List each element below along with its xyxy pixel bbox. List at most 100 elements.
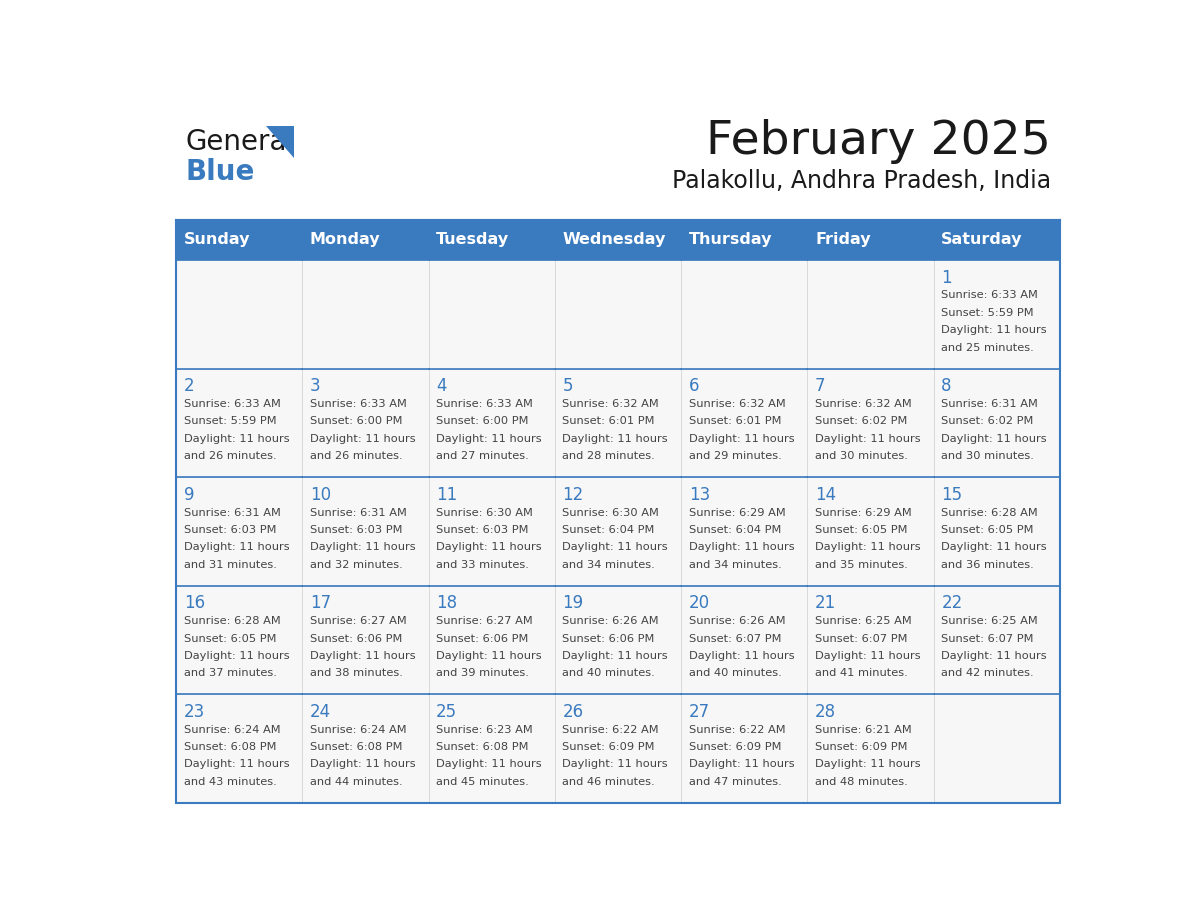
Text: Sunset: 6:06 PM: Sunset: 6:06 PM <box>562 633 655 644</box>
Text: Thursday: Thursday <box>689 232 772 247</box>
Text: Daylight: 11 hours: Daylight: 11 hours <box>310 543 416 553</box>
Text: Daylight: 11 hours: Daylight: 11 hours <box>689 543 795 553</box>
Text: 15: 15 <box>941 486 962 504</box>
Text: Sunset: 6:05 PM: Sunset: 6:05 PM <box>941 525 1034 535</box>
Bar <box>555 477 681 586</box>
Text: Daylight: 11 hours: Daylight: 11 hours <box>310 651 416 661</box>
Text: Sunrise: 6:21 AM: Sunrise: 6:21 AM <box>815 724 911 734</box>
Bar <box>303 586 429 694</box>
Text: Daylight: 11 hours: Daylight: 11 hours <box>184 759 290 769</box>
Bar <box>303 694 429 803</box>
Text: Sunset: 6:01 PM: Sunset: 6:01 PM <box>689 417 782 426</box>
Text: Sunday: Sunday <box>184 232 251 247</box>
Bar <box>934 369 1060 477</box>
Text: 14: 14 <box>815 486 836 504</box>
Bar <box>808 694 934 803</box>
Text: Daylight: 11 hours: Daylight: 11 hours <box>436 433 542 443</box>
Text: Daylight: 11 hours: Daylight: 11 hours <box>562 759 668 769</box>
Text: Sunset: 6:03 PM: Sunset: 6:03 PM <box>310 525 403 535</box>
Text: Wednesday: Wednesday <box>562 232 666 247</box>
Text: and 42 minutes.: and 42 minutes. <box>941 668 1034 678</box>
Text: and 30 minutes.: and 30 minutes. <box>815 451 908 461</box>
Bar <box>681 219 808 260</box>
Bar <box>808 260 934 369</box>
Text: and 47 minutes.: and 47 minutes. <box>689 777 782 787</box>
Bar <box>176 369 303 477</box>
Text: Daylight: 11 hours: Daylight: 11 hours <box>941 651 1047 661</box>
Bar <box>681 477 808 586</box>
Text: Sunrise: 6:32 AM: Sunrise: 6:32 AM <box>562 399 659 409</box>
Text: 20: 20 <box>689 595 710 612</box>
Text: and 43 minutes.: and 43 minutes. <box>184 777 277 787</box>
Text: Sunset: 6:00 PM: Sunset: 6:00 PM <box>310 417 403 426</box>
Polygon shape <box>266 126 293 158</box>
Text: Daylight: 11 hours: Daylight: 11 hours <box>689 433 795 443</box>
Bar <box>429 694 555 803</box>
Text: Sunset: 6:05 PM: Sunset: 6:05 PM <box>815 525 908 535</box>
Text: and 25 minutes.: and 25 minutes. <box>941 342 1034 353</box>
Text: Daylight: 11 hours: Daylight: 11 hours <box>815 543 921 553</box>
Text: Daylight: 11 hours: Daylight: 11 hours <box>815 651 921 661</box>
Text: Sunrise: 6:23 AM: Sunrise: 6:23 AM <box>436 724 533 734</box>
Bar <box>934 260 1060 369</box>
Text: Sunset: 6:03 PM: Sunset: 6:03 PM <box>436 525 529 535</box>
Text: Sunset: 6:08 PM: Sunset: 6:08 PM <box>184 742 276 752</box>
Text: Sunset: 6:03 PM: Sunset: 6:03 PM <box>184 525 276 535</box>
Text: Daylight: 11 hours: Daylight: 11 hours <box>310 433 416 443</box>
Text: Sunset: 6:07 PM: Sunset: 6:07 PM <box>815 633 908 644</box>
Bar <box>429 219 555 260</box>
Text: 26: 26 <box>562 703 583 721</box>
Text: and 45 minutes.: and 45 minutes. <box>436 777 529 787</box>
Text: Sunrise: 6:25 AM: Sunrise: 6:25 AM <box>941 616 1038 626</box>
Text: Sunset: 6:04 PM: Sunset: 6:04 PM <box>562 525 655 535</box>
Bar <box>555 260 681 369</box>
Text: and 44 minutes.: and 44 minutes. <box>310 777 403 787</box>
Text: Daylight: 11 hours: Daylight: 11 hours <box>941 543 1047 553</box>
Text: Sunset: 6:08 PM: Sunset: 6:08 PM <box>310 742 403 752</box>
Bar <box>429 586 555 694</box>
Text: Sunrise: 6:26 AM: Sunrise: 6:26 AM <box>689 616 785 626</box>
Bar <box>303 369 429 477</box>
Text: and 39 minutes.: and 39 minutes. <box>436 668 529 678</box>
Text: 27: 27 <box>689 703 710 721</box>
Text: 7: 7 <box>815 377 826 396</box>
Text: and 32 minutes.: and 32 minutes. <box>310 560 403 570</box>
Text: and 28 minutes.: and 28 minutes. <box>562 451 656 461</box>
Text: and 41 minutes.: and 41 minutes. <box>815 668 908 678</box>
Text: 17: 17 <box>310 595 331 612</box>
Bar <box>176 219 1060 803</box>
Text: and 40 minutes.: and 40 minutes. <box>562 668 656 678</box>
Text: 11: 11 <box>436 486 457 504</box>
Text: Daylight: 11 hours: Daylight: 11 hours <box>310 759 416 769</box>
Text: Sunrise: 6:30 AM: Sunrise: 6:30 AM <box>436 508 533 518</box>
Text: 13: 13 <box>689 486 710 504</box>
Text: 18: 18 <box>436 595 457 612</box>
Text: Sunset: 6:01 PM: Sunset: 6:01 PM <box>562 417 655 426</box>
Bar <box>176 260 303 369</box>
Text: 19: 19 <box>562 595 583 612</box>
Text: Sunrise: 6:33 AM: Sunrise: 6:33 AM <box>184 399 280 409</box>
Text: Sunrise: 6:22 AM: Sunrise: 6:22 AM <box>689 724 785 734</box>
Bar <box>934 694 1060 803</box>
Bar <box>934 219 1060 260</box>
Text: and 31 minutes.: and 31 minutes. <box>184 560 277 570</box>
Text: Daylight: 11 hours: Daylight: 11 hours <box>941 325 1047 335</box>
Text: Daylight: 11 hours: Daylight: 11 hours <box>689 651 795 661</box>
Text: and 35 minutes.: and 35 minutes. <box>815 560 908 570</box>
Text: 28: 28 <box>815 703 836 721</box>
Text: Sunrise: 6:27 AM: Sunrise: 6:27 AM <box>310 616 406 626</box>
Text: Sunrise: 6:26 AM: Sunrise: 6:26 AM <box>562 616 659 626</box>
Text: Sunrise: 6:31 AM: Sunrise: 6:31 AM <box>184 508 280 518</box>
Text: Sunset: 6:00 PM: Sunset: 6:00 PM <box>436 417 529 426</box>
Bar <box>176 219 303 260</box>
Text: Sunset: 6:02 PM: Sunset: 6:02 PM <box>941 417 1034 426</box>
Text: and 30 minutes.: and 30 minutes. <box>941 451 1035 461</box>
Text: and 34 minutes.: and 34 minutes. <box>562 560 656 570</box>
Text: Sunrise: 6:28 AM: Sunrise: 6:28 AM <box>184 616 280 626</box>
Bar <box>555 586 681 694</box>
Bar <box>176 586 303 694</box>
Text: Daylight: 11 hours: Daylight: 11 hours <box>562 543 668 553</box>
Text: Sunset: 5:59 PM: Sunset: 5:59 PM <box>184 417 277 426</box>
Text: and 26 minutes.: and 26 minutes. <box>184 451 277 461</box>
Text: 5: 5 <box>562 377 573 396</box>
